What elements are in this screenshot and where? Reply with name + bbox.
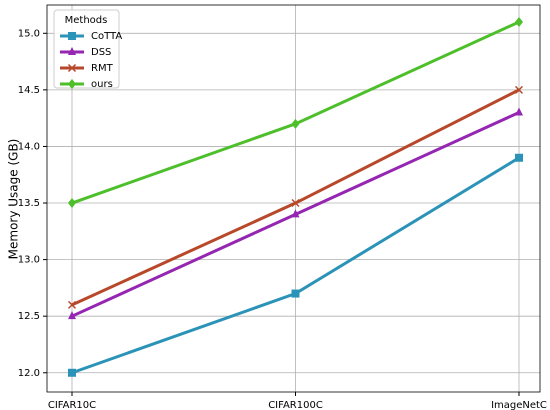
marker <box>514 85 524 94</box>
marker <box>515 16 523 27</box>
legend-label: DSS <box>91 47 111 58</box>
legend-label: RMT <box>91 63 114 74</box>
marker <box>515 153 523 162</box>
y-axis-label: Memory Usage (GB) <box>7 139 21 260</box>
y-tick-label: 12.5 <box>18 311 40 322</box>
marker <box>68 368 76 377</box>
legend-title: Methods <box>65 15 108 26</box>
marker <box>68 198 76 209</box>
marker <box>68 32 76 40</box>
legend-label: CoTTA <box>91 31 122 42</box>
marker <box>291 209 300 218</box>
marker <box>68 47 76 55</box>
legend-label: ours <box>91 79 113 90</box>
marker <box>67 63 77 73</box>
marker <box>68 311 76 320</box>
marker <box>291 198 300 208</box>
y-tick-label: 15.0 <box>18 28 40 39</box>
marker <box>67 300 77 309</box>
marker <box>291 289 300 298</box>
y-tick-label: 13.0 <box>18 255 40 266</box>
marker <box>68 79 76 89</box>
x-tick-label: CIFAR100C <box>268 400 323 410</box>
y-tick-label: 12.0 <box>18 368 40 379</box>
y-tick-label: 14.0 <box>18 141 40 152</box>
marker <box>291 118 300 129</box>
y-tick-label: 14.5 <box>18 85 40 96</box>
marker <box>515 107 523 116</box>
x-tick-label: CIFAR10C <box>48 400 96 410</box>
plot-frame <box>46 4 541 393</box>
x-tick-label: ImageNetC <box>491 400 547 410</box>
y-tick-label: 13.5 <box>18 198 40 209</box>
